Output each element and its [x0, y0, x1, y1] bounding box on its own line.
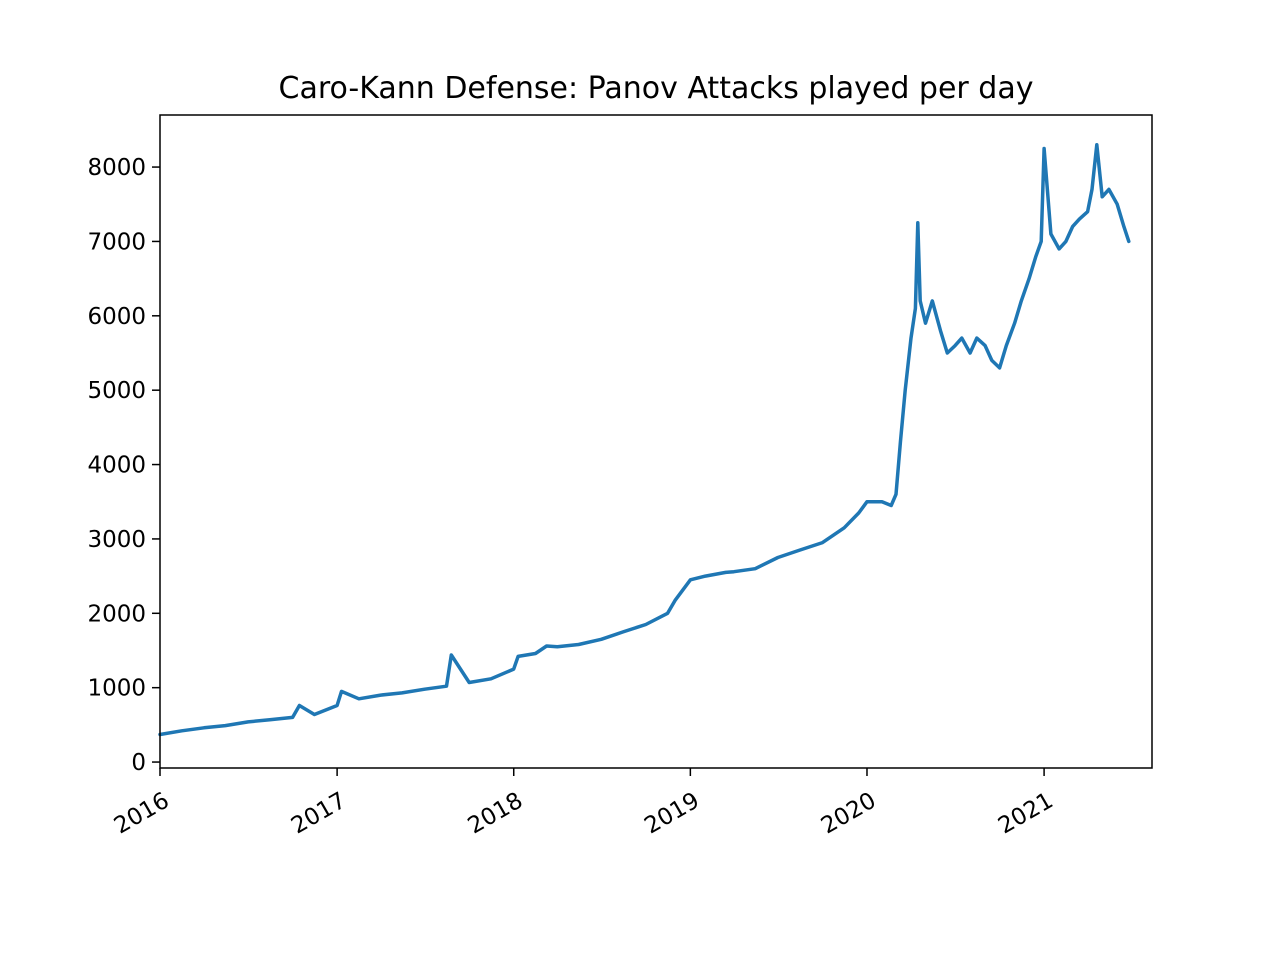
- x-tick-label-2017: 2017: [287, 788, 351, 840]
- y-tick-label-5000: 5000: [87, 378, 146, 404]
- series-layer: [158, 142, 1131, 737]
- plot-area: 2016 2017 2018 2019 2020 2021 0 1000 2000 3000 40…: [87, 114, 1153, 839]
- y-tick-label-4000: 4000: [87, 453, 146, 479]
- y-tick-label-1000: 1000: [87, 676, 146, 702]
- x-tick-label-2016: 2016: [110, 788, 174, 840]
- y-tick-label-7000: 7000: [87, 229, 146, 255]
- x-tick-label-2019: 2019: [640, 788, 704, 840]
- series-line-0: [158, 142, 1131, 737]
- y-tick-label-8000: 8000: [87, 155, 146, 181]
- y-tick-label-6000: 6000: [87, 304, 146, 330]
- y-tick-label-3000: 3000: [87, 527, 146, 553]
- y-tick-label-2000: 2000: [87, 601, 146, 627]
- axes-frame: [159, 114, 1153, 769]
- x-axis: 2016 2017 2018 2019 2020 2021: [110, 768, 1058, 839]
- x-tick-label-2018: 2018: [464, 788, 528, 840]
- y-tick-label-0: 0: [131, 750, 146, 776]
- x-tick-label-2020: 2020: [817, 788, 881, 840]
- chart-title: Caro-Kann Defense: Panov Attacks played …: [279, 71, 1034, 106]
- y-axis: 0 1000 2000 3000 4000 5000 6000 7000 8000: [87, 155, 160, 776]
- x-tick-label-2021: 2021: [994, 788, 1058, 840]
